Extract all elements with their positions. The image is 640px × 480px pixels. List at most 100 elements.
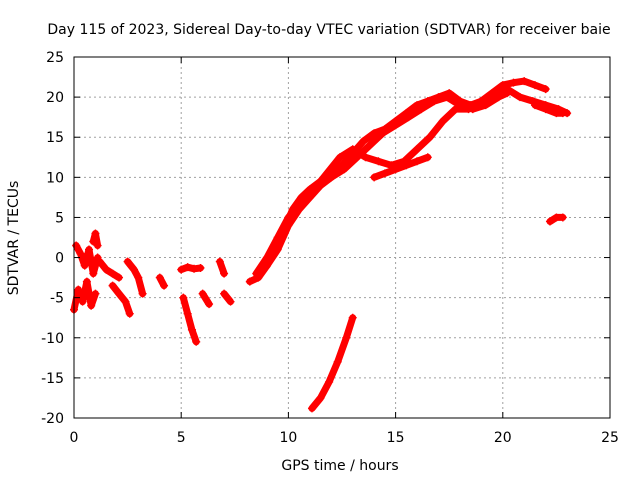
data-marks [70, 77, 572, 413]
data-band [72, 242, 102, 278]
y-tick-label: 5 [55, 210, 64, 226]
axis-ticks: 0 5 10 15 20 25 -20 -15 -10 -5 0 5 10 15 20 25 [41, 50, 619, 446]
data-band [156, 274, 168, 290]
data-point [423, 153, 432, 162]
data-band [308, 314, 357, 412]
data-band [124, 258, 147, 298]
data-point [183, 263, 192, 272]
data-point [530, 101, 539, 110]
data-point [80, 261, 89, 270]
x-tick-label: 10 [279, 430, 297, 446]
data-point [108, 281, 117, 290]
data-point [361, 153, 370, 162]
data-point [205, 300, 214, 309]
data-band [199, 290, 213, 308]
y-tick-label: 15 [46, 130, 64, 146]
data-point [262, 261, 271, 270]
data-point [102, 265, 111, 274]
x-tick-label: 5 [177, 430, 186, 446]
data-point [466, 101, 475, 110]
data-point [295, 205, 304, 214]
data-point [348, 313, 357, 322]
data-point [451, 105, 460, 114]
data-point [327, 173, 336, 182]
data-point [338, 161, 346, 170]
data-point [348, 149, 357, 158]
data-point [445, 89, 454, 98]
data-point [89, 237, 98, 246]
data-point [438, 117, 447, 126]
data-point [215, 257, 224, 266]
data-point [220, 269, 229, 278]
data-point [307, 404, 316, 413]
data-band [179, 294, 200, 346]
plot-frame [73, 56, 611, 419]
data-point [558, 213, 567, 222]
data-point [76, 249, 85, 258]
data-point [121, 297, 130, 306]
data-band [96, 258, 123, 282]
data-point [72, 241, 81, 250]
data-point [402, 161, 411, 170]
data-point [245, 277, 254, 286]
data-point [93, 241, 102, 250]
y-axis-label: SDTVAR / TECUs [6, 181, 22, 296]
data-point [160, 281, 169, 290]
data-point [520, 77, 529, 86]
data-point [545, 217, 554, 226]
data-point [74, 285, 83, 294]
data-point [380, 125, 389, 134]
data-point [515, 93, 524, 102]
data-point [183, 309, 192, 318]
data-point [91, 229, 100, 238]
data-point [115, 289, 124, 298]
grid [74, 57, 610, 418]
data-point [455, 97, 464, 106]
data-point [196, 263, 205, 272]
data-point [91, 289, 100, 298]
data-point [541, 105, 550, 114]
y-tick-label: 20 [46, 90, 64, 106]
data-point [179, 293, 188, 302]
data-point [95, 257, 104, 266]
data-point [87, 301, 96, 310]
data-point [322, 169, 331, 178]
data-point [488, 89, 497, 98]
y-tick-label: 0 [55, 251, 64, 267]
y-tick-label: -10 [41, 331, 64, 347]
data-point [220, 289, 229, 298]
data-point [413, 101, 422, 110]
data-point [391, 165, 400, 174]
x-tick-label: 0 [70, 430, 79, 446]
data-point [187, 325, 196, 334]
data-point [89, 269, 98, 278]
y-tick-label: -15 [41, 371, 64, 387]
y-tick-label: 25 [46, 50, 64, 66]
data-point [342, 333, 351, 342]
data-point [155, 273, 164, 282]
data-point [316, 393, 325, 402]
data-point [541, 85, 550, 94]
data-point [423, 97, 432, 106]
data-point [558, 109, 567, 118]
x-tick-label: 15 [387, 430, 405, 446]
data-point [370, 173, 379, 182]
data-point [252, 269, 261, 278]
data-point [134, 273, 143, 282]
data-point [359, 137, 368, 146]
data-point [226, 297, 235, 306]
data-point [305, 193, 314, 202]
data-point [85, 245, 94, 254]
data-point [425, 133, 434, 142]
data-point [316, 181, 325, 190]
data-band [109, 282, 134, 318]
data-point [273, 245, 282, 254]
data-point [380, 169, 389, 178]
data-point [123, 257, 132, 266]
x-axis-label: GPS time / hours [281, 458, 398, 474]
data-point [190, 264, 199, 273]
data-point [370, 129, 379, 138]
data-point [115, 273, 124, 282]
data-point [402, 109, 411, 118]
